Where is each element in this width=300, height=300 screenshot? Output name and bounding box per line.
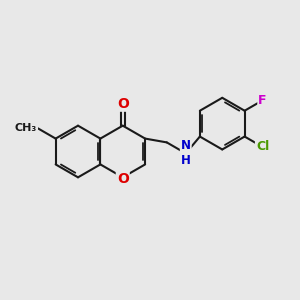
Text: Cl: Cl (256, 140, 269, 153)
Text: O: O (117, 172, 129, 186)
Text: F: F (258, 94, 267, 107)
Text: CH₃: CH₃ (14, 123, 36, 133)
Text: N
H: N H (181, 140, 191, 167)
Text: O: O (117, 97, 129, 111)
